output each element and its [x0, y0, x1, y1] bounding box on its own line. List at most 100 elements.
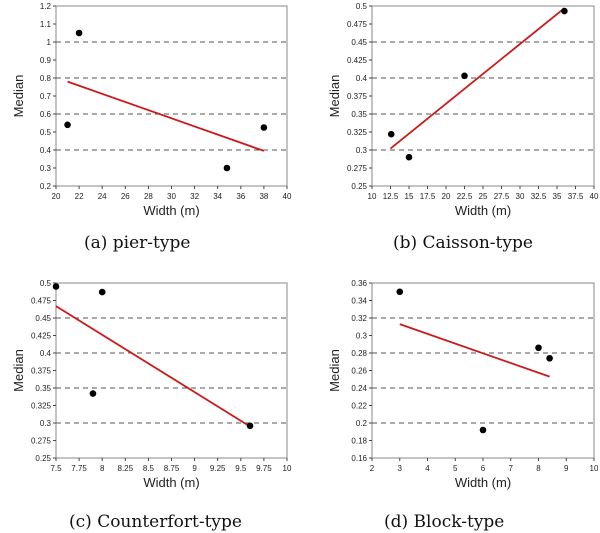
data-point: [387, 130, 395, 138]
y-tick-label: 0.375: [31, 367, 52, 376]
x-tick-label: 34: [213, 192, 222, 201]
y-tick-label: 0.22: [351, 402, 367, 411]
y-tick-label: 0.375: [347, 92, 368, 101]
panel-caption: (b) Caisson-type: [393, 233, 533, 253]
x-tick-label: 3: [398, 464, 403, 473]
x-tick-label: 9: [564, 464, 569, 473]
x-tick-label: 8: [536, 464, 541, 473]
x-axis-label: Width (m): [455, 475, 511, 490]
x-tick-label: 35: [553, 192, 562, 201]
y-tick-label: 0.16: [351, 454, 367, 463]
x-tick-label: 8: [100, 464, 105, 473]
x-tick-label: 12.5: [383, 192, 399, 201]
data-point: [479, 426, 487, 434]
x-tick-label: 22.5: [457, 192, 473, 201]
x-tick-label: 24: [98, 192, 107, 201]
y-tick-label: 0.425: [347, 56, 368, 65]
y-tick-label: 0.34: [351, 297, 367, 306]
x-tick-label: 30: [167, 192, 176, 201]
y-tick-label: 0.18: [351, 437, 367, 446]
x-tick-label: 7.5: [50, 464, 62, 473]
y-axis-label: Median: [327, 349, 342, 392]
x-tick-label: 7: [509, 464, 514, 473]
data-point: [535, 344, 542, 352]
y-tick-label: 0.475: [31, 297, 52, 306]
data-point: [52, 283, 60, 290]
chart-panel-2: 0.25 0.275 0.3 0.325 0.35 0.375 0.4 0.425 0.45 0.…: [327, 2, 599, 253]
x-tick-label: 20: [442, 192, 451, 201]
data-point: [64, 121, 71, 129]
plot-frame: [55, 282, 288, 459]
x-tick-label: 5: [453, 464, 458, 473]
x-tick-label: 27.5: [494, 192, 510, 201]
x-axis-label: Width (m): [455, 203, 511, 218]
panel-caption: (a) pier-type: [84, 233, 190, 253]
y-tick-label: 0.5: [356, 2, 368, 11]
x-tick-label: 15: [405, 192, 414, 201]
y-tick-label: 0.325: [347, 128, 368, 137]
x-axis-label: Width (m): [143, 203, 199, 218]
y-tick-label: 0.26: [351, 367, 367, 376]
y-tick-label: 0.3: [356, 332, 368, 341]
x-tick-label: 9.75: [256, 464, 272, 473]
y-tick-label: 0.6: [40, 110, 52, 119]
data-point: [223, 164, 231, 172]
y-tick-label: 1.2: [40, 2, 52, 11]
x-tick-label: 6: [481, 464, 486, 473]
y-tick-label: 0.45: [351, 38, 367, 47]
chart-panel-3: 0.25 0.275 0.3 0.325 0.35 0.375 0.4 0.425 0.45 0.…: [11, 279, 292, 532]
data-point: [246, 422, 254, 430]
y-tick-label: 0.275: [347, 164, 368, 173]
fit-line: [55, 305, 251, 428]
y-tick-label: 0.25: [351, 182, 367, 191]
data-point: [89, 390, 97, 397]
y-tick-label: 0.24: [351, 384, 367, 393]
y-tick-label: 0.2: [40, 182, 52, 191]
chart-panel-1: 0.2 0.3 0.4 0.5 0.6 0.7 0.8 0.9 1 1.1 1.2 20 22 24 26 2…: [11, 2, 292, 253]
x-tick-label: 25: [479, 192, 488, 201]
x-tick-label: 10: [590, 464, 599, 473]
y-tick-label: 0.45: [35, 314, 51, 323]
y-tick-label: 0.3: [40, 164, 52, 173]
data-point: [546, 354, 553, 362]
y-tick-label: 0.28: [351, 349, 367, 358]
x-tick-label: 28: [144, 192, 153, 201]
y-tick-label: 0.4: [40, 146, 52, 155]
y-tick-label: 0.25: [35, 454, 51, 463]
y-axis-label: Median: [11, 75, 26, 118]
x-tick-label: 20: [52, 192, 61, 201]
y-tick-label: 0.2: [356, 419, 368, 428]
y-tick-label: 0.9: [40, 56, 52, 65]
x-tick-label: 17.5: [420, 192, 436, 201]
x-tick-label: 4: [425, 464, 430, 473]
x-tick-label: 36: [236, 192, 245, 201]
plot-frame: [371, 5, 595, 187]
x-tick-label: 40: [590, 192, 599, 201]
x-tick-label: 38: [259, 192, 268, 201]
data-point: [461, 72, 468, 80]
fit-line: [389, 7, 565, 150]
y-tick-label: 0.5: [40, 128, 52, 137]
y-tick-label: 0.4: [356, 74, 368, 83]
y-tick-label: 0.3: [40, 419, 52, 428]
fit-line: [67, 80, 265, 152]
data-point: [561, 7, 568, 15]
y-tick-label: 0.425: [31, 332, 52, 341]
y-tick-label: 0.5: [40, 279, 52, 288]
x-tick-label: 8.5: [143, 464, 155, 473]
x-tick-label: 26: [121, 192, 130, 201]
fit-line: [399, 323, 550, 378]
x-tick-label: 22: [75, 192, 84, 201]
y-tick-label: 1: [47, 38, 52, 47]
x-tick-label: 9.25: [210, 464, 226, 473]
y-tick-label: 0.36: [351, 279, 367, 288]
y-tick-label: 0.8: [40, 74, 52, 83]
x-axis-label: Width (m): [143, 475, 199, 490]
data-point: [405, 153, 413, 161]
data-point: [260, 124, 268, 131]
y-tick-label: 0.7: [40, 92, 52, 101]
y-tick-label: 0.4: [40, 349, 52, 358]
x-tick-label: 2: [370, 464, 375, 473]
x-tick-label: 7.75: [71, 464, 87, 473]
x-tick-label: 10: [283, 464, 292, 473]
